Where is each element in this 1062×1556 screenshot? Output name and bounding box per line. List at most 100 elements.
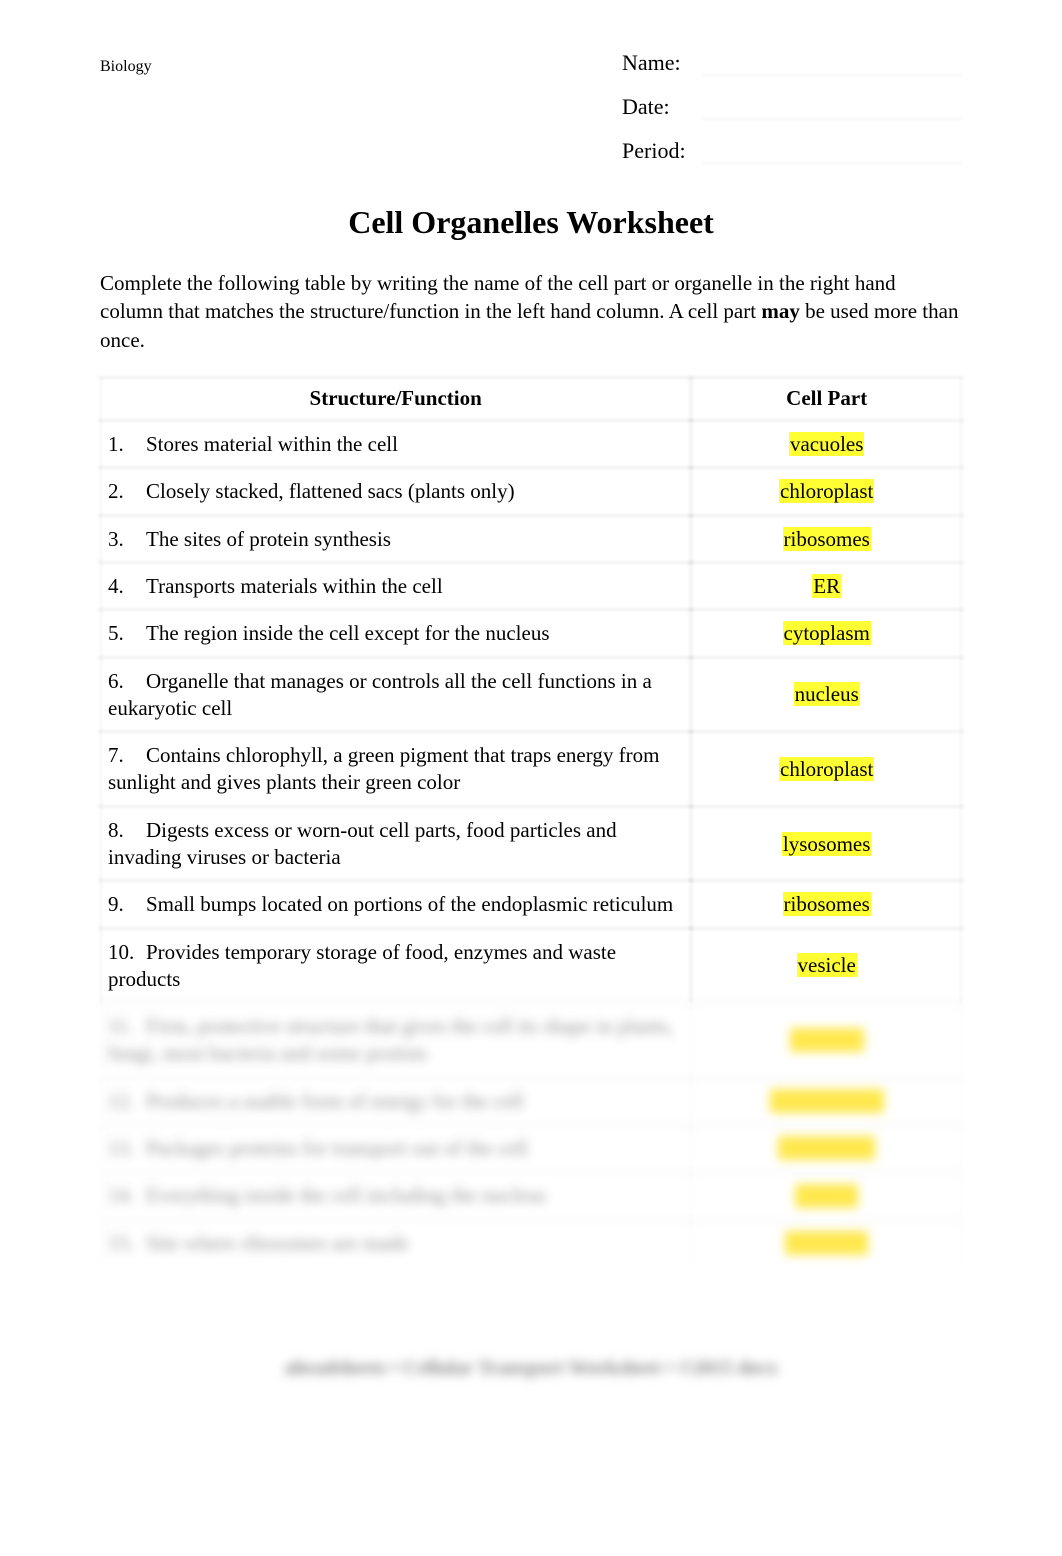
subject-label: Biology	[100, 58, 152, 76]
row-number: 2.	[108, 478, 146, 505]
answer-highlight: nucleolus	[785, 1231, 867, 1255]
cell-function: 14.Everything inside the cell including …	[100, 1172, 691, 1219]
page-title: Cell Organelles Worksheet	[100, 204, 962, 241]
meta-period: Period:	[622, 138, 962, 164]
meta-date: Date:	[622, 94, 962, 120]
function-text: Provides temporary storage of food, enzy…	[108, 940, 616, 991]
table-row: 13.Packages proteins for transport out o…	[100, 1125, 962, 1172]
answer-highlight: mitochondria	[770, 1089, 884, 1113]
table-row: 4.Transports materials within the cell ER	[100, 563, 962, 610]
cell-function: 9.Small bumps located on portions of the…	[100, 881, 691, 928]
cell-function: 13.Packages proteins for transport out o…	[100, 1125, 691, 1172]
row-number: 12.	[108, 1088, 146, 1115]
cell-function: 2.Closely stacked, flattened sacs (plant…	[100, 468, 691, 515]
row-number: 7.	[108, 742, 146, 769]
table-row: 5.The region inside the cell except for …	[100, 610, 962, 657]
meta-name: Name:	[622, 50, 962, 76]
function-text: Transports materials within the cell	[146, 574, 443, 598]
meta-period-line[interactable]	[702, 159, 962, 164]
function-text: Firm, protective structure that gives th…	[108, 1014, 673, 1065]
cell-part: cell wall	[691, 1003, 962, 1078]
cell-part: chloroplast	[691, 732, 962, 807]
cell-part: cytoplasm	[691, 610, 962, 657]
col-header-cellpart-text: Cell Part	[786, 386, 867, 410]
row-number: 3.	[108, 526, 146, 553]
table-row: 15.Site where ribosomes are made nucleolu…	[100, 1220, 962, 1267]
instructions-bold: may	[756, 299, 805, 323]
cell-function: 7.Contains chlorophyll, a green pigment …	[100, 732, 691, 807]
table-row: 10.Provides temporary storage of food, e…	[100, 929, 962, 1004]
cell-function: 8.Digests excess or worn-out cell parts,…	[100, 807, 691, 882]
cell-part: nucleus	[691, 658, 962, 733]
function-text: Small bumps located on portions of the e…	[146, 892, 673, 916]
row-number: 15.	[108, 1230, 146, 1257]
function-text: Stores material within the cell	[146, 432, 398, 456]
table-row: 11.Firm, protective structure that gives…	[100, 1003, 962, 1078]
cell-part: vesicle	[691, 929, 962, 1004]
footer-text: aheadsheets • Cellular Transport Workshe…	[284, 1357, 778, 1380]
cell-function: 6.Organelle that manages or controls all…	[100, 658, 691, 733]
answer-highlight: chloroplast	[779, 479, 874, 503]
cell-part: ribosomes	[691, 881, 962, 928]
function-text: The region inside the cell except for th…	[146, 621, 550, 645]
table-row: 6.Organelle that manages or controls all…	[100, 658, 962, 733]
cell-part: vacuoles	[691, 421, 962, 468]
cell-part: ER	[691, 563, 962, 610]
cell-function: 4.Transports materials within the cell	[100, 563, 691, 610]
answer-highlight: ribosomes	[783, 892, 871, 916]
function-text: Closely stacked, flattened sacs (plants …	[146, 479, 515, 503]
function-text: The sites of protein synthesis	[146, 527, 391, 551]
answer-highlight: cytoplasm	[783, 621, 871, 645]
col-header-cellpart: Cell Part	[691, 378, 962, 421]
meta-date-label: Date:	[622, 94, 692, 120]
cell-function: 12.Produces a usable form of energy for …	[100, 1078, 691, 1125]
meta-name-line[interactable]	[702, 71, 962, 76]
function-text: Packages proteins for transport out of t…	[146, 1136, 528, 1160]
function-text: Produces a usable form of energy for the…	[146, 1089, 523, 1113]
function-text: Contains chlorophyll, a green pigment th…	[108, 743, 659, 794]
header: Biology Name: Date: Period:	[100, 50, 962, 164]
row-number: 11.	[108, 1013, 146, 1040]
meta-period-label: Period:	[622, 138, 692, 164]
table-row: 12.Produces a usable form of energy for …	[100, 1078, 962, 1125]
answer-highlight: cytosol	[795, 1184, 858, 1208]
answer-highlight: chloroplast	[779, 757, 874, 781]
answer-highlight: ER	[812, 574, 841, 598]
instructions: Complete the following table by writing …	[100, 269, 962, 354]
function-text: Everything inside the cell including the…	[146, 1183, 546, 1207]
cell-part: lysosomes	[691, 807, 962, 882]
table-row: 9.Small bumps located on portions of the…	[100, 881, 962, 928]
footer: aheadsheets • Cellular Transport Workshe…	[100, 1357, 962, 1380]
row-number: 10.	[108, 939, 146, 966]
answer-highlight: lysosomes	[782, 832, 872, 856]
answer-highlight: cell wall	[790, 1028, 864, 1052]
table-row: 8.Digests excess or worn-out cell parts,…	[100, 807, 962, 882]
answer-highlight: vacuoles	[789, 432, 864, 456]
meta-name-label: Name:	[622, 50, 692, 76]
row-number: 5.	[108, 620, 146, 647]
cell-part: cytosol	[691, 1172, 962, 1219]
cell-part: mitochondria	[691, 1078, 962, 1125]
cell-part: nucleolus	[691, 1220, 962, 1267]
meta-date-line[interactable]	[702, 115, 962, 120]
cell-function: 5.The region inside the cell except for …	[100, 610, 691, 657]
table-row: 3.The sites of protein synthesis ribosome…	[100, 516, 962, 563]
table-body: 1.Stores material within the cell vacuole…	[100, 421, 962, 1267]
cell-part: Golgi body	[691, 1125, 962, 1172]
table-row: 7.Contains chlorophyll, a green pigment …	[100, 732, 962, 807]
worksheet-table: Structure/Function Cell Part 1.Stores ma…	[100, 378, 962, 1267]
cell-function: 10.Provides temporary storage of food, e…	[100, 929, 691, 1004]
answer-highlight: ribosomes	[783, 527, 871, 551]
answer-highlight: Golgi body	[778, 1136, 875, 1160]
row-number: 9.	[108, 891, 146, 918]
row-number: 4.	[108, 573, 146, 600]
table-row: 14.Everything inside the cell including …	[100, 1172, 962, 1219]
cell-part: chloroplast	[691, 468, 962, 515]
cell-part: ribosomes	[691, 516, 962, 563]
cell-function: 1.Stores material within the cell	[100, 421, 691, 468]
row-number: 1.	[108, 431, 146, 458]
cell-function: 15.Site where ribosomes are made	[100, 1220, 691, 1267]
meta-block: Name: Date: Period:	[622, 50, 962, 164]
answer-highlight: vesicle	[797, 953, 857, 977]
function-text: Organelle that manages or controls all t…	[108, 669, 652, 720]
